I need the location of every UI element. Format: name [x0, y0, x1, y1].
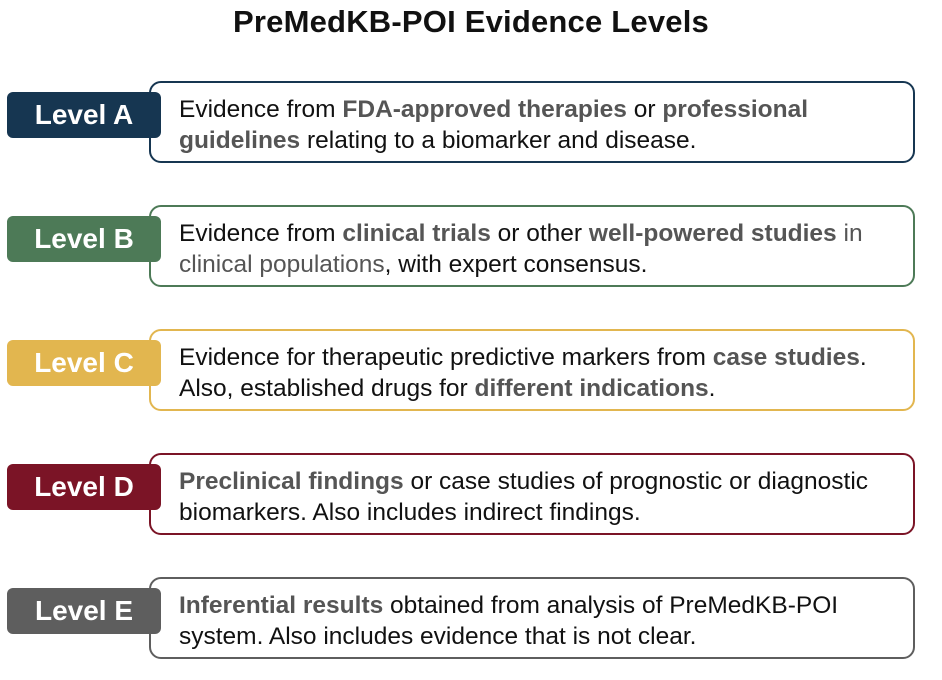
description-text: . Also, established drugs for: [179, 344, 867, 402]
description-text: obtained from analysis of PreMedKB-POI s…: [179, 592, 839, 650]
highlighted-term: Preclinical findings: [179, 468, 404, 495]
level-badge: Level C: [7, 340, 161, 386]
highlighted-term: Inferential results: [179, 592, 384, 619]
level-description: Evidence from clinical trials or other w…: [149, 205, 915, 287]
level-badge: Level E: [7, 588, 161, 634]
highlighted-term: well-powered studies: [588, 220, 837, 247]
evidence-level-row: Evidence for therapeutic predictive mark…: [0, 329, 942, 419]
level-badge: Level D: [7, 464, 161, 510]
description-text: Evidence from: [179, 96, 343, 123]
description-text: Evidence from: [179, 220, 343, 247]
level-description: Evidence from FDA-approved therapies or …: [149, 81, 915, 163]
highlighted-term: different indications: [474, 375, 709, 402]
evidence-level-row: Inferential results obtained from analys…: [0, 577, 942, 667]
description-text: or case studies of prognostic or diagnos…: [179, 468, 869, 526]
description-text: , with expert consensus.: [384, 251, 648, 278]
description-text: in clinical populations: [179, 220, 863, 278]
highlighted-term: FDA-approved therapies: [342, 96, 627, 123]
level-description: Inferential results obtained from analys…: [149, 577, 915, 659]
highlighted-term: case studies: [712, 344, 860, 371]
highlighted-term: clinical trials: [342, 220, 491, 247]
evidence-level-row: Evidence from FDA-approved therapies or …: [0, 81, 942, 171]
level-badge: Level A: [7, 92, 161, 138]
evidence-level-row: Preclinical findings or case studies of …: [0, 453, 942, 543]
level-description: Evidence for therapeutic predictive mark…: [149, 329, 915, 411]
evidence-level-row: Evidence from clinical trials or other w…: [0, 205, 942, 295]
level-badge: Level B: [7, 216, 161, 262]
level-description: Preclinical findings or case studies of …: [149, 453, 915, 535]
highlighted-term: professional guidelines: [179, 96, 809, 154]
description-text: Evidence for therapeutic predictive mark…: [179, 344, 713, 371]
description-text: relating to a biomarker and disease.: [300, 127, 697, 154]
description-text: or other: [490, 220, 589, 247]
description-text: or: [626, 96, 663, 123]
description-text: .: [708, 375, 716, 402]
page-title: PreMedKB-POI Evidence Levels: [233, 4, 709, 39]
